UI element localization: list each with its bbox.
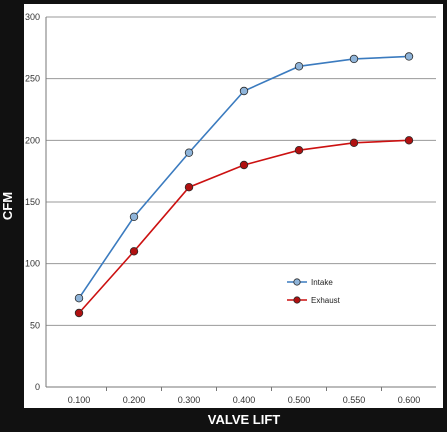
y-tick-label: 200 — [25, 135, 40, 145]
data-point-exhaust — [294, 145, 304, 155]
data-point-exhaust — [349, 138, 359, 147]
x-tick-label: 0.600 — [398, 395, 421, 405]
y-tick-labels: 0 50 100 150 200 250 300 — [25, 12, 40, 392]
x-tick-label: 0.300 — [178, 395, 201, 405]
x-tick-labels: 0.100 0.200 0.300 0.400 0.500 0.550 0.600 — [68, 395, 421, 405]
gridlines — [46, 16, 436, 326]
axes — [45, 17, 436, 391]
y-tick-label: 0 — [35, 382, 40, 392]
data-point-exhaust — [184, 182, 194, 192]
data-point-intake — [129, 212, 139, 221]
data-point-intake — [294, 62, 304, 71]
data-point-intake — [349, 54, 359, 64]
legend-marker-intake — [293, 278, 301, 286]
y-tick-label: 150 — [25, 197, 40, 207]
data-point-intake — [239, 86, 249, 96]
data-point-intake — [404, 52, 414, 61]
x-axis-title: VALVE LIFT — [208, 412, 281, 427]
legend: Intake Exhaust — [287, 278, 341, 305]
x-tick-label: 0.100 — [68, 395, 91, 405]
series-layer — [74, 52, 414, 318]
x-tick-label: 0.400 — [233, 395, 256, 405]
x-tick-label: 0.200 — [123, 395, 146, 405]
legend-label: Exhaust — [311, 296, 341, 305]
data-point-exhaust — [404, 136, 414, 145]
y-tick-label: 100 — [25, 259, 40, 269]
data-point-exhaust — [129, 247, 139, 256]
data-point-intake — [74, 294, 84, 303]
y-tick-label: 250 — [25, 74, 40, 84]
x-tick-label: 0.500 — [288, 395, 311, 405]
legend-label: Intake — [311, 278, 333, 287]
legend-marker-exhaust — [293, 296, 301, 304]
data-point-exhaust — [239, 160, 249, 170]
plot-panel — [24, 4, 443, 408]
y-tick-label: 50 — [30, 320, 40, 330]
x-tick-label: 0.550 — [343, 395, 366, 405]
y-axis-title: CFM — [0, 192, 15, 220]
y-tick-label: 300 — [25, 12, 40, 22]
data-point-intake — [184, 148, 194, 157]
data-point-exhaust — [74, 308, 84, 318]
